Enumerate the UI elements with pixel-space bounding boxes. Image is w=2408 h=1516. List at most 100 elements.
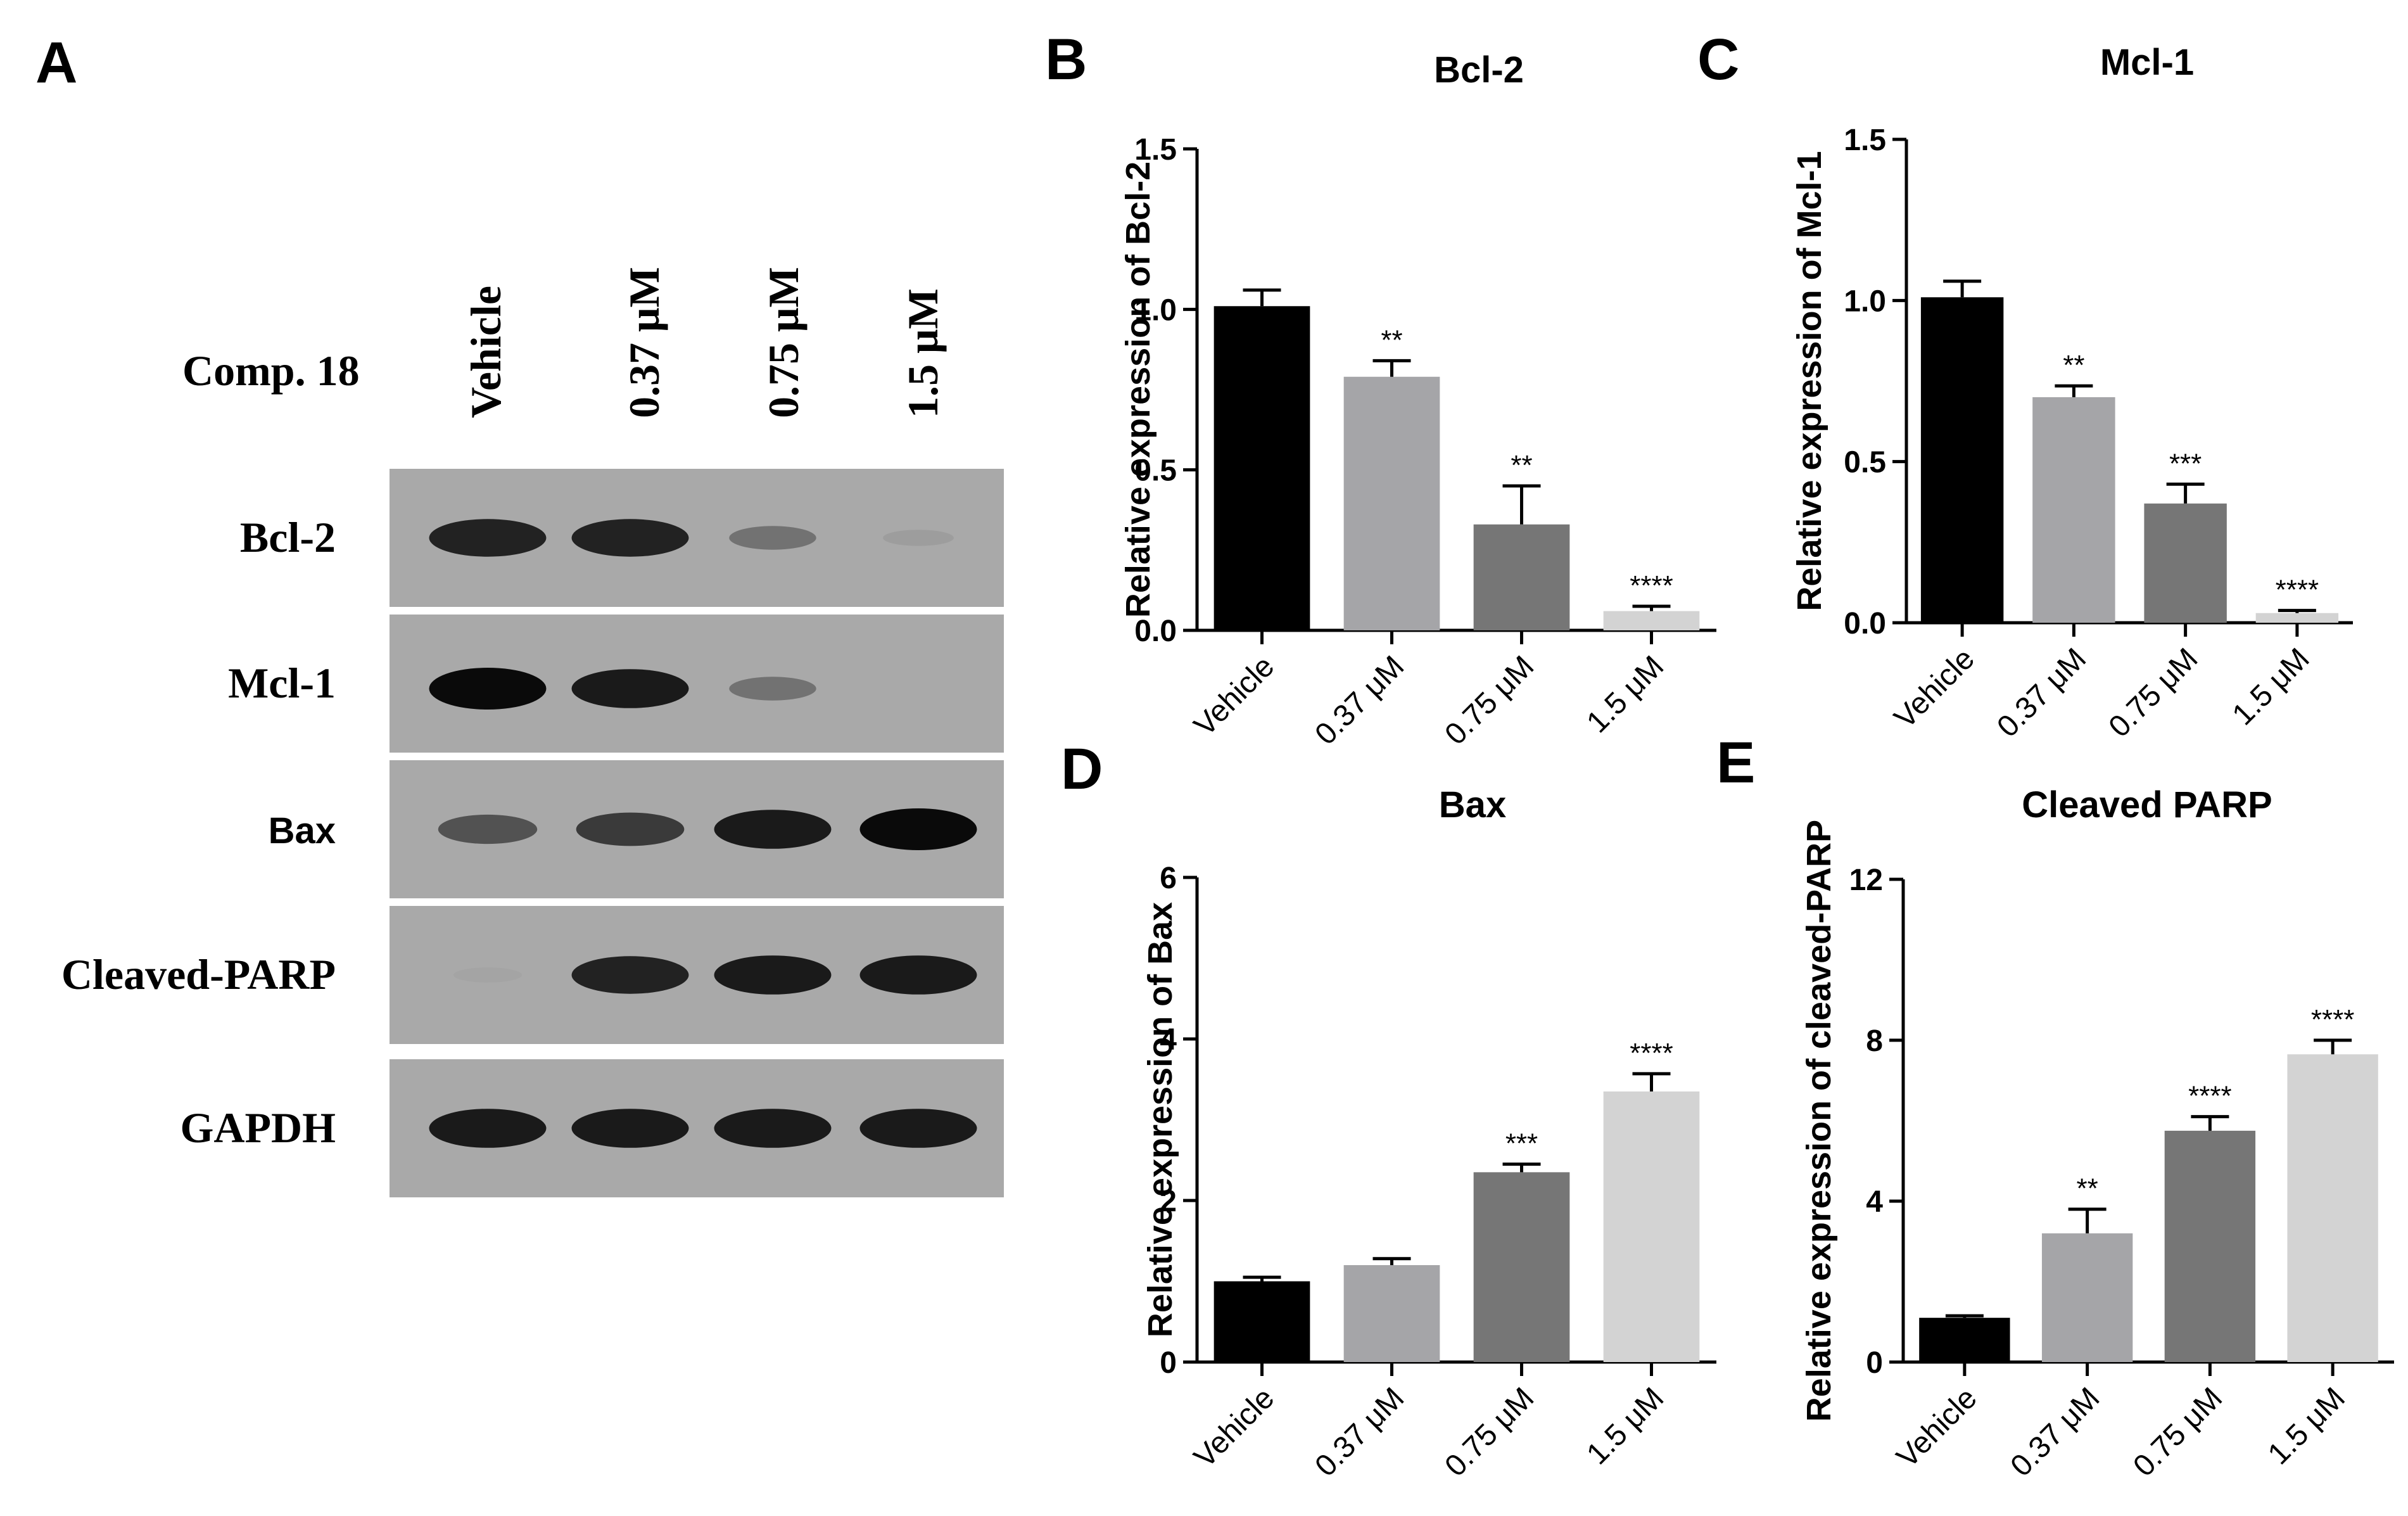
- chart-title: Mcl-1: [2100, 42, 2194, 83]
- bar-vehicle: [1920, 297, 2004, 623]
- blot-band: [571, 669, 689, 708]
- blot-band: [883, 530, 954, 546]
- blot-row-mcl-1: Mcl-1: [228, 615, 1004, 753]
- y-axis-label: Relative expression of Bax: [1141, 902, 1179, 1337]
- y-tick-label: 0.0: [1134, 615, 1177, 648]
- y-tick-label: 8: [1866, 1024, 1883, 1058]
- significance-label: ****: [1630, 1038, 1673, 1069]
- y-tick-label: 4: [1866, 1185, 1883, 1219]
- chart-mcl-1: Mcl-1 Relative expression of Mcl-1 0.0 0.5 1…: [1790, 42, 2353, 744]
- significance-label: ***: [2169, 448, 2202, 479]
- blot-band: [859, 1109, 977, 1148]
- x-tick-label-0-37-um: 0.37 μM: [1991, 642, 2093, 744]
- blot-band: [729, 526, 816, 550]
- blot-lane-label-vehicle: Vehicle: [462, 286, 510, 418]
- bar-0-75-um: [1473, 1172, 1570, 1362]
- western-blot-panel: Comp. 18 Vehicle 0.37 μM 0.75 μM 1.5 μM Bcl…: [61, 267, 1004, 1197]
- blot-band: [859, 808, 977, 850]
- significance-label: **: [2063, 350, 2084, 381]
- bar-0-75-um: [2144, 503, 2227, 623]
- bar-1-5-um: [2255, 613, 2339, 623]
- y-tick-label: 2: [1160, 1185, 1177, 1218]
- panel-letter-a: A: [35, 30, 77, 95]
- y-axis-label: Relative expression of Bcl-2: [1119, 162, 1157, 618]
- blot-band: [714, 955, 832, 995]
- y-tick-label: 0.5: [1134, 454, 1177, 488]
- y-tick-label: 0.0: [1844, 607, 1886, 640]
- y-tick-label: 1.0: [1134, 293, 1177, 327]
- bar-vehicle: [1214, 306, 1310, 630]
- bar-0-37-um: [2041, 1233, 2133, 1362]
- y-tick-label: 1.5: [1134, 133, 1177, 167]
- blot-band: [714, 1109, 832, 1148]
- y-tick-label: 0: [1866, 1346, 1883, 1380]
- x-tick-label-0-37-um: 0.37 μM: [1309, 649, 1410, 751]
- blot-row-label: Cleaved-PARP: [61, 950, 336, 998]
- bar-1-5-um: [1603, 611, 1700, 630]
- chart-title: Bcl-2: [1434, 49, 1524, 91]
- y-tick-label: 1.5: [1844, 124, 1886, 157]
- blot-band: [859, 955, 977, 995]
- y-tick-label: 0.5: [1844, 446, 1886, 480]
- bar-0-75-um: [1473, 524, 1570, 630]
- x-tick-label-1-5-um: 1.5 μM: [2226, 642, 2316, 732]
- blot-band: [429, 668, 547, 710]
- chart-cleaved-parp: Cleaved PARP Relative expression of cleav…: [1800, 784, 2394, 1483]
- blot-band: [714, 810, 832, 849]
- x-tick-label-0-75-um: 0.75 μM: [1438, 1381, 1540, 1483]
- x-tick-label-1-5-um: 1.5 μM: [1580, 1381, 1670, 1471]
- significance-label: ****: [2188, 1081, 2232, 1112]
- significance-label: ****: [1630, 570, 1673, 601]
- bar-1-5-um: [1603, 1091, 1700, 1362]
- blot-row-label: Bcl-2: [240, 513, 336, 561]
- chart-bcl-2: Bcl-2 Relative expression of Bcl-20.0 0.5 1…: [1119, 49, 1716, 751]
- x-tick-label-0-75-um: 0.75 μM: [2127, 1381, 2229, 1483]
- x-tick-label-vehicle: Vehicle: [1891, 1381, 1984, 1474]
- panel-letter-e: E: [1716, 730, 1755, 795]
- blot-band: [453, 967, 523, 983]
- x-tick-label-0-75-um: 0.75 μM: [2103, 642, 2205, 744]
- blot-lane-label-0-37-um: 0.37 μM: [620, 267, 668, 418]
- bar-vehicle: [1214, 1281, 1310, 1362]
- y-tick-label: 4: [1160, 1023, 1177, 1057]
- x-tick-label-vehicle: Vehicle: [1888, 642, 1981, 735]
- blot-band: [438, 814, 538, 844]
- bar-1-5-um: [2287, 1054, 2378, 1362]
- blot-band: [429, 519, 547, 557]
- blot-row-gapdh: GAPDH: [180, 1059, 1004, 1197]
- blot-lane-label-1-5-um: 1.5 μM: [899, 288, 947, 418]
- x-tick-label-1-5-um: 1.5 μM: [2262, 1381, 2352, 1471]
- significance-label: **: [1511, 450, 1532, 481]
- blot-row-cleaved-parp: Cleaved-PARP: [61, 906, 1004, 1044]
- significance-label: **: [1381, 324, 1402, 355]
- panel-letter-d: D: [1061, 737, 1103, 801]
- blot-band: [429, 1109, 547, 1148]
- x-tick-label-0-75-um: 0.75 μM: [1438, 649, 1540, 751]
- x-tick-label-1-5-um: 1.5 μM: [1580, 649, 1670, 739]
- y-axis-label: Relative expression of Mcl-1: [1790, 151, 1828, 611]
- x-tick-label-0-37-um: 0.37 μM: [1309, 1381, 1410, 1483]
- y-tick-label: 6: [1160, 862, 1177, 895]
- blot-band: [571, 519, 689, 557]
- x-tick-label-0-37-um: 0.37 μM: [2005, 1381, 2107, 1483]
- blot-row-bcl-2: Bcl-2: [240, 469, 1004, 607]
- y-tick-label: 12: [1849, 863, 1883, 897]
- bar-0-37-um: [1343, 1265, 1440, 1362]
- blot-row-bax: Bax: [269, 760, 1004, 898]
- significance-label: ****: [2276, 575, 2319, 606]
- blot-row-label: GAPDH: [180, 1104, 336, 1152]
- y-tick-label: 0: [1160, 1346, 1177, 1380]
- significance-label: ****: [2311, 1004, 2355, 1035]
- treatment-label: Comp. 18: [182, 347, 360, 395]
- blot-band: [571, 1109, 689, 1148]
- panel-letter-c: C: [1697, 27, 1739, 92]
- chart-title: Cleaved PARP: [2022, 784, 2272, 825]
- y-tick-label: 1.0: [1844, 284, 1886, 318]
- significance-label: **: [2077, 1173, 2098, 1204]
- blot-lane-labels: Vehicle 0.37 μM 0.75 μM 1.5 μM: [462, 267, 947, 418]
- blot-rows: Bcl-2 Mcl-1 Bax Cleaved-PARP GAPDH: [61, 469, 1004, 1197]
- blot-row-label: Mcl-1: [228, 659, 336, 707]
- blot-band: [729, 677, 816, 701]
- chart-bax: Bax Relative expression of Bax 0 2 4 6 Vehicle…: [1141, 784, 1716, 1483]
